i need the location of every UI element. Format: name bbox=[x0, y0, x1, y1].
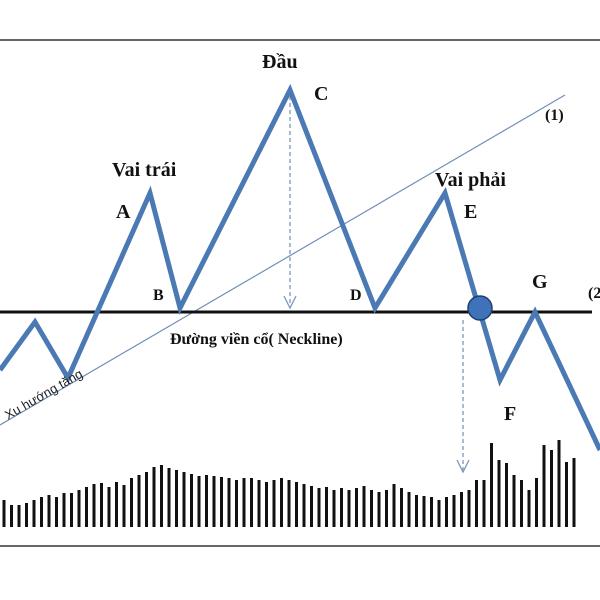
label: Đường viền cổ( Neckline) bbox=[170, 331, 343, 348]
price-line bbox=[0, 83, 600, 452]
label: D bbox=[350, 287, 362, 304]
breakout-point bbox=[467, 295, 493, 321]
trend-line bbox=[0, 94, 566, 426]
label: Vai phải bbox=[435, 169, 506, 191]
label: F bbox=[504, 403, 516, 425]
label: E bbox=[464, 201, 477, 223]
volume-bar-path bbox=[2, 440, 576, 527]
arrows bbox=[289, 96, 464, 470]
label: A bbox=[116, 201, 131, 223]
label: B bbox=[153, 287, 164, 304]
label: (2 bbox=[588, 285, 600, 302]
label: G bbox=[532, 271, 548, 293]
arrowheads bbox=[283, 295, 470, 474]
label: (1) bbox=[545, 107, 564, 124]
label: Vai trái bbox=[112, 159, 177, 181]
volume-bars bbox=[2, 440, 576, 527]
label: Đầu bbox=[262, 51, 298, 73]
label: C bbox=[314, 83, 328, 105]
